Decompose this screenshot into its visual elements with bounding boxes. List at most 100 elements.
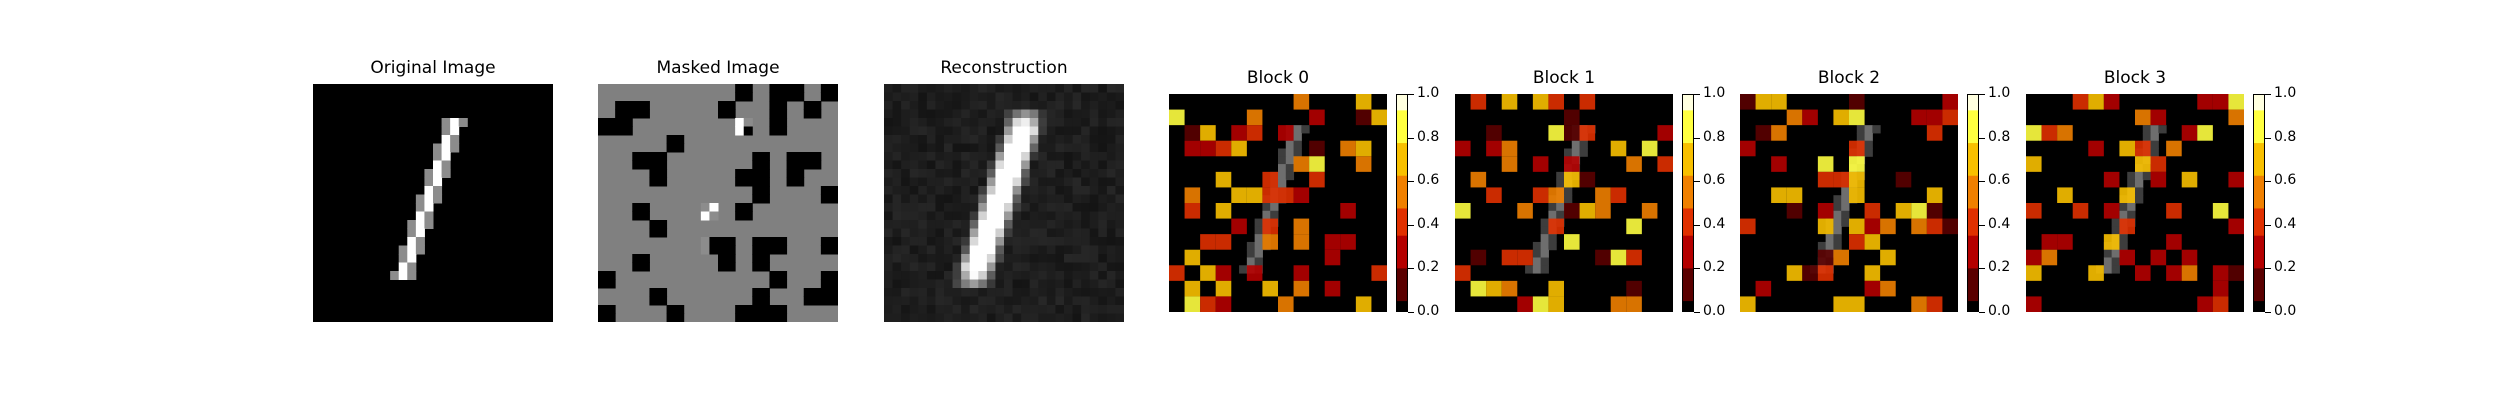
recon-pixel <box>952 279 962 289</box>
visible-patch-pixel <box>666 135 676 144</box>
attention-patch <box>1455 203 1471 219</box>
attention-patch <box>1849 140 1865 157</box>
visible-patch-pixel <box>743 118 753 127</box>
attention-patch <box>1786 203 1803 219</box>
recon-pixel <box>1089 262 1099 272</box>
recon-pixel <box>1029 118 1039 127</box>
recon-pixel <box>935 211 945 221</box>
digit-overlay-pixel <box>1278 156 1287 165</box>
recon-pixel <box>978 109 988 119</box>
visible-patch-pixel <box>795 169 805 178</box>
visible-patch-pixel <box>640 262 650 272</box>
recon-pixel <box>1012 177 1022 187</box>
recon-pixel <box>1021 271 1031 280</box>
recon-pixel <box>1012 279 1022 289</box>
recon-pixel <box>969 228 979 238</box>
recon-pixel <box>986 211 996 221</box>
digit-overlay-pixel <box>1833 195 1842 204</box>
colorbar-tickmark <box>1694 224 1700 226</box>
recon-pixel <box>918 169 928 178</box>
attention-patch <box>1911 218 1927 235</box>
recon-pixel <box>944 135 954 144</box>
recon-pixel <box>944 203 954 212</box>
attention-patch <box>1371 109 1387 126</box>
recon-pixel <box>1106 118 1116 127</box>
recon-pixel <box>978 169 988 178</box>
attention-patch <box>1564 234 1580 250</box>
recon-pixel <box>1072 288 1082 297</box>
digit-overlay-pixel <box>1833 241 1842 251</box>
recon-pixel <box>1055 288 1065 297</box>
attention-patch <box>1355 156 1372 172</box>
attention-patch <box>1309 140 1325 157</box>
colorbar-segment <box>1682 306 1694 312</box>
recon-pixel <box>909 237 919 246</box>
recon-pixel <box>1081 84 1091 93</box>
attention-patch <box>1293 156 1310 172</box>
visible-patch-pixel <box>658 288 668 297</box>
digit-overlay-pixel <box>1841 187 1850 196</box>
recon-pixel <box>884 177 894 187</box>
recon-pixel <box>952 143 962 153</box>
colorbar-segment <box>1682 224 1694 231</box>
attention-patch <box>1486 125 1502 141</box>
visible-patch-pixel <box>743 211 753 221</box>
digit-pixel <box>415 194 425 204</box>
visible-patch-pixel <box>760 254 770 263</box>
digit-overlay-pixel <box>1556 203 1565 212</box>
recon-pixel <box>918 211 928 221</box>
attention-patch <box>2228 171 2244 188</box>
recon-pixel <box>1038 271 1048 280</box>
recon-pixel <box>1046 126 1056 136</box>
attention-patch <box>1802 109 1818 126</box>
attention-patch <box>1626 280 1642 297</box>
recon-pixel <box>995 135 1005 144</box>
recon-pixel <box>995 220 1005 229</box>
recon-pixel <box>918 160 928 170</box>
recon-pixel <box>1046 211 1056 221</box>
colorbar-tick-label: 0.6 <box>1417 172 1440 189</box>
recon-pixel <box>901 152 911 161</box>
recon-pixel <box>961 126 971 136</box>
visible-patch-pixel <box>649 220 659 229</box>
recon-pixel <box>952 135 962 144</box>
colorbar-segment <box>2253 246 2265 253</box>
recon-pixel <box>952 220 962 229</box>
visible-patch-pixel <box>649 296 659 306</box>
digit-pixel <box>415 220 425 229</box>
colorbar-segment <box>1396 164 1408 171</box>
recon-pixel <box>1089 101 1099 110</box>
colorbar-segment <box>1396 148 1408 155</box>
recon-pixel <box>884 152 894 161</box>
visible-patch-pixel <box>769 84 779 93</box>
recon-pixel <box>892 126 902 136</box>
colorbar-segment <box>1396 219 1408 226</box>
attention-patch <box>1657 125 1673 141</box>
recon-pixel <box>892 271 902 280</box>
colorbar-segment <box>1396 143 1408 150</box>
recon-pixel <box>969 279 979 289</box>
colorbar-segment <box>1682 99 1694 106</box>
recon-pixel <box>1081 152 1091 161</box>
recon-pixel <box>995 237 1005 246</box>
colorbar-segment <box>1396 121 1408 128</box>
colorbar-segment <box>1682 230 1694 237</box>
visible-patch-pixel <box>640 211 650 221</box>
recon-pixel <box>926 160 936 170</box>
recon-pixel <box>1064 203 1074 212</box>
recon-pixel <box>1055 118 1065 127</box>
recon-pixel <box>1038 220 1048 229</box>
digit-overlay-pixel <box>1841 195 1850 204</box>
colorbar-segment <box>1396 110 1408 117</box>
recon-pixel <box>1029 152 1039 161</box>
recon-pixel <box>1055 135 1065 144</box>
digit-pixel <box>433 194 443 204</box>
attention-patch <box>1517 203 1533 219</box>
recon-pixel <box>978 288 988 297</box>
recon-pixel <box>1038 186 1048 195</box>
recon-pixel <box>1029 279 1039 289</box>
digit-pixel <box>441 135 451 144</box>
recon-pixel <box>1004 271 1014 280</box>
recon-pixel <box>909 186 919 195</box>
recon-pixel <box>884 135 894 144</box>
